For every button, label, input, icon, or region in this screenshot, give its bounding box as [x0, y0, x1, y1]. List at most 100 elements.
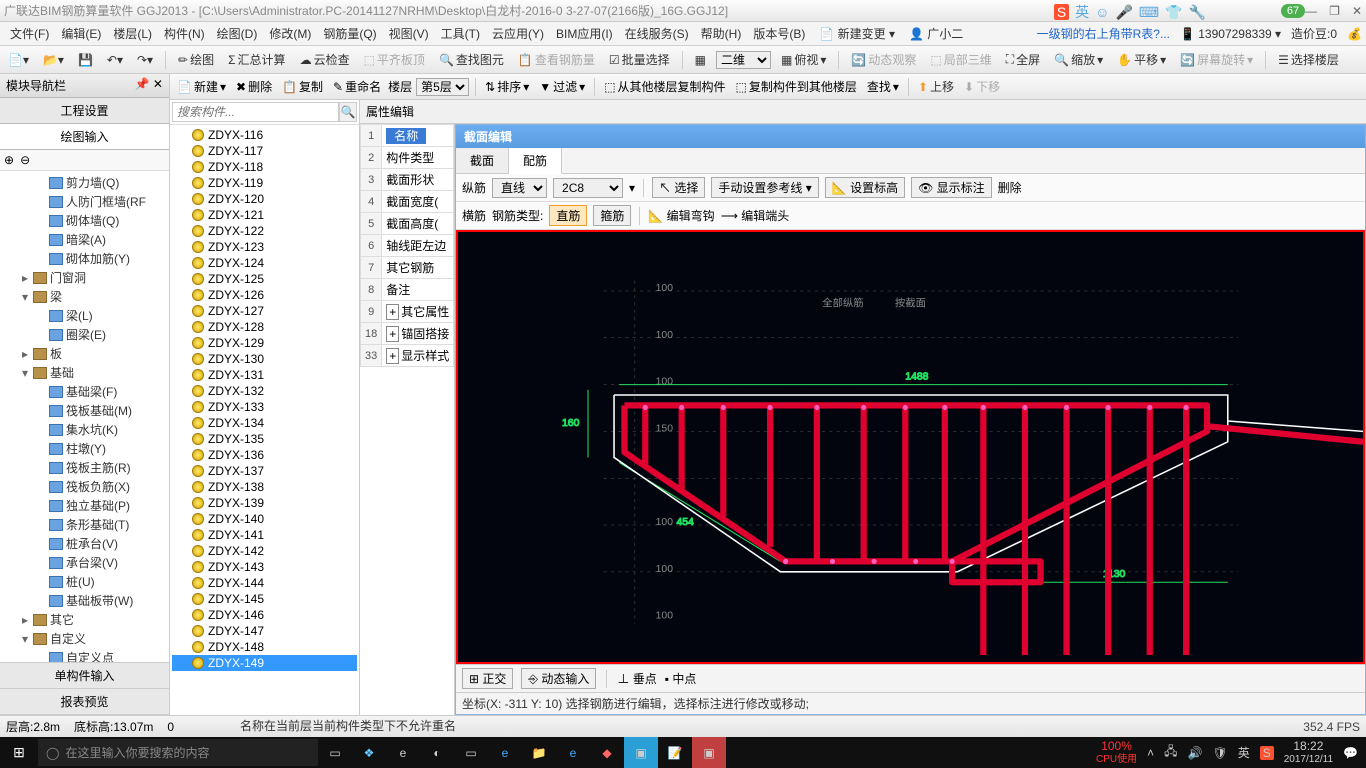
edge-icon[interactable]: e: [488, 737, 522, 768]
app4-icon[interactable]: ▭: [454, 737, 488, 768]
tog-dyn[interactable]: ⎆ 动态输入: [521, 668, 596, 689]
cpu-meter[interactable]: 100%CPU使用: [1096, 740, 1137, 764]
menu-item[interactable]: 视图(V): [383, 25, 435, 43]
tb2-copy-from[interactable]: ⬚ 从其他楼层复制构件: [601, 77, 728, 96]
component-item[interactable]: ZDYX-135: [172, 431, 357, 447]
open-file-icon[interactable]: 📂▾: [39, 51, 68, 69]
menu-new-change[interactable]: 📄 新建变更 ▾: [813, 23, 901, 44]
tree-tool2[interactable]: ⊖: [20, 153, 30, 167]
tree-item[interactable]: 桩承台(V): [2, 534, 167, 553]
ime-settings-icon[interactable]: 🔧: [1189, 4, 1206, 21]
component-item[interactable]: ZDYX-122: [172, 223, 357, 239]
explorer-icon[interactable]: 📁: [522, 737, 556, 768]
tree-item[interactable]: 筏板基础(M): [2, 401, 167, 420]
menu-item[interactable]: 版本号(B): [747, 25, 811, 43]
tb-find[interactable]: 🔍 查找图元: [435, 49, 508, 70]
tray-vol-icon[interactable]: 🔊: [1188, 746, 1203, 760]
menu-item[interactable]: 在线服务(S): [619, 25, 695, 43]
component-item[interactable]: ZDYX-147: [172, 623, 357, 639]
tab-draw[interactable]: 绘图输入: [0, 124, 169, 150]
se-pick[interactable]: ↖ 选择: [652, 177, 705, 198]
tree-item[interactable]: ▾自定义: [2, 629, 167, 648]
tb-zoom[interactable]: 🔍 缩放▾: [1050, 49, 1107, 70]
tip-link[interactable]: 一级钢的右上角带R表?...: [1037, 25, 1170, 42]
tree-item[interactable]: 集水坑(K): [2, 420, 167, 439]
app6-icon[interactable]: ▣: [624, 737, 658, 768]
snap-mid[interactable]: ▪ 中点: [665, 670, 697, 687]
component-item[interactable]: ZDYX-139: [172, 495, 357, 511]
ime-mic-icon[interactable]: 🎤: [1115, 4, 1132, 21]
component-item[interactable]: ZDYX-130: [172, 351, 357, 367]
component-item[interactable]: ZDYX-129: [172, 335, 357, 351]
tree-item[interactable]: 自定义点: [2, 648, 167, 662]
tb-2d-icon[interactable]: ▦: [691, 51, 710, 69]
tree-item[interactable]: 桩(U): [2, 572, 167, 591]
tree-item[interactable]: 基础板带(W): [2, 591, 167, 610]
ime-toolbar[interactable]: S 英 ☺ 🎤 ⌨ 👕 🔧: [1054, 2, 1206, 22]
cortana-search[interactable]: ◯ 在这里输入你要搜索的内容: [38, 739, 318, 766]
tab-single[interactable]: 单构件输入: [0, 663, 169, 689]
floor-select[interactable]: 第5层: [416, 78, 469, 96]
maximize-icon[interactable]: ❐: [1329, 4, 1340, 18]
tb2-find[interactable]: 查找 ▾: [864, 77, 902, 96]
new-file-icon[interactable]: 📄▾: [4, 51, 33, 69]
tab-project[interactable]: 工程设置: [0, 98, 169, 124]
component-item[interactable]: ZDYX-132: [172, 383, 357, 399]
se-mark[interactable]: 📐 设置标高: [825, 177, 905, 198]
tree-item[interactable]: 柱墩(Y): [2, 439, 167, 458]
tree-item[interactable]: ▸门窗洞: [2, 268, 167, 287]
property-grid[interactable]: 1名称2构件类型3截面形状4截面宽度(5截面高度(6轴线距左边7其它钢筋8备注9…: [360, 124, 455, 715]
tb2-del[interactable]: ✖ 删除: [233, 77, 275, 96]
tab-report[interactable]: 报表预览: [0, 689, 169, 715]
tog-ortho[interactable]: ⊞ 正交: [462, 668, 513, 689]
component-item[interactable]: ZDYX-137: [172, 463, 357, 479]
se-del[interactable]: 删除: [998, 179, 1022, 196]
search-button[interactable]: 🔍: [339, 102, 357, 122]
component-item[interactable]: ZDYX-141: [172, 527, 357, 543]
start-button[interactable]: ⊞: [0, 744, 38, 761]
app1-icon[interactable]: ❖: [352, 737, 386, 768]
tree-item[interactable]: 筏板负筋(X): [2, 477, 167, 496]
menu-item[interactable]: 工具(T): [435, 25, 486, 43]
tree-tool1[interactable]: ⊕: [4, 153, 14, 167]
tray-ime-icon[interactable]: 英: [1238, 744, 1250, 761]
component-list[interactable]: ZDYX-116ZDYX-117ZDYX-118ZDYX-119ZDYX-120…: [170, 125, 359, 715]
task-view-icon[interactable]: ▭: [318, 737, 352, 768]
se-edit-hook[interactable]: 📐 编辑弯钩: [648, 207, 714, 224]
snap-perp[interactable]: ⊥ 垂点: [617, 670, 656, 687]
tree-item[interactable]: 条形基础(T): [2, 515, 167, 534]
se-manual[interactable]: 手动设置参考线 ▾: [711, 177, 818, 198]
undo-icon[interactable]: ↶▾: [103, 51, 127, 69]
ie-icon[interactable]: e: [556, 737, 590, 768]
component-item[interactable]: ZDYX-119: [172, 175, 357, 191]
menu-item[interactable]: 绘图(D): [211, 25, 264, 43]
tb-cloud[interactable]: ☁ 云检查: [296, 49, 354, 70]
component-item[interactable]: ZDYX-142: [172, 543, 357, 559]
tree-item[interactable]: 承台梁(V): [2, 553, 167, 572]
tree-item[interactable]: 圈梁(E): [2, 325, 167, 344]
tb2-copy[interactable]: 📋 复制: [279, 77, 326, 96]
menu-item[interactable]: 修改(M): [263, 25, 317, 43]
se-edit-end[interactable]: ⟶ 编辑端头: [721, 207, 790, 224]
ime-keyboard-icon[interactable]: ⌨: [1139, 4, 1159, 21]
windows-taskbar[interactable]: ⊞ ◯ 在这里输入你要搜索的内容 ▭ ❖ e ◐ ▭ e 📁 e ◆ ▣ 📝 ▣…: [0, 737, 1366, 768]
tb-sum[interactable]: Σ 汇总计算: [224, 49, 289, 70]
component-item[interactable]: ZDYX-149: [172, 655, 357, 671]
component-item[interactable]: ZDYX-144: [172, 575, 357, 591]
component-item[interactable]: ZDYX-140: [172, 511, 357, 527]
component-item[interactable]: ZDYX-133: [172, 399, 357, 415]
coin-icon[interactable]: 💰: [1347, 27, 1362, 41]
menu-item[interactable]: BIM应用(I): [550, 25, 619, 43]
tree-item[interactable]: 筏板主筋(R): [2, 458, 167, 477]
tray-shield-icon[interactable]: 🛡: [1212, 746, 1227, 760]
component-item[interactable]: ZDYX-123: [172, 239, 357, 255]
se-tab-rebar[interactable]: 配筋: [509, 148, 562, 174]
tb2-sort[interactable]: ⇅ 排序 ▾: [482, 77, 532, 96]
component-item[interactable]: ZDYX-143: [172, 559, 357, 575]
component-item[interactable]: ZDYX-117: [172, 143, 357, 159]
tb-top-view[interactable]: ▦ 俯视▾: [777, 49, 830, 70]
tb2-filter[interactable]: ▼ 过滤 ▾: [536, 77, 588, 96]
close-icon[interactable]: ✕: [1352, 4, 1362, 18]
component-item[interactable]: ZDYX-134: [172, 415, 357, 431]
tb2-new[interactable]: 📄 新建 ▾: [174, 77, 229, 96]
